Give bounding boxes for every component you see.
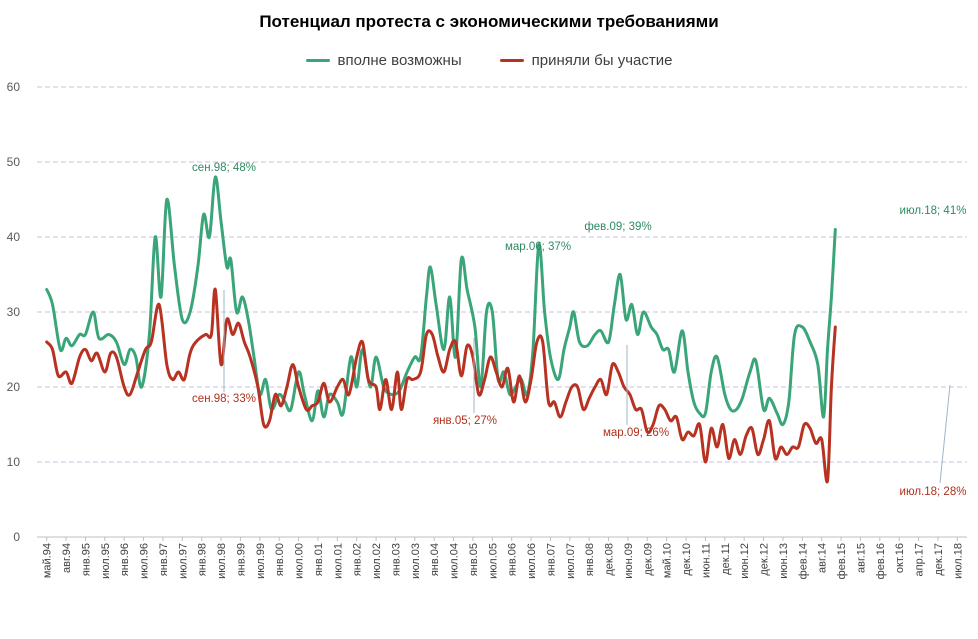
x-tick-label: янв.03 bbox=[390, 543, 402, 576]
x-tick-label: янв.95 bbox=[80, 543, 92, 576]
x-tick-label: авг.14 bbox=[817, 543, 829, 573]
y-tick-label: 40 bbox=[7, 230, 21, 244]
data-label: июл.18; 28% bbox=[900, 486, 967, 498]
chart-title: Потенциал протеста с экономическими треб… bbox=[259, 12, 719, 31]
x-tick-label: янв.02 bbox=[352, 543, 364, 576]
x-tick-label: май.10 bbox=[662, 543, 674, 578]
legend-label-participate: приняли бы участие bbox=[531, 52, 673, 69]
legend-label-possible: вполне возможны bbox=[337, 52, 462, 69]
annotation-leader-line bbox=[939, 384, 951, 484]
x-tick-label: июл.99 bbox=[255, 543, 267, 579]
y-tick-label: 60 bbox=[7, 80, 21, 94]
x-tick-label: июл.04 bbox=[449, 543, 461, 579]
x-tick-label: янв.96 bbox=[119, 543, 131, 576]
x-tick-label: янв.07 bbox=[545, 543, 557, 576]
y-tick-label: 30 bbox=[7, 305, 21, 319]
legend-item-participate: приняли бы участие bbox=[499, 52, 673, 69]
y-tick-label: 50 bbox=[7, 155, 21, 169]
y-tick-label: 10 bbox=[7, 455, 21, 469]
x-tick-label: дек.08 bbox=[604, 543, 616, 576]
x-tick-label: фев.15 bbox=[836, 543, 848, 579]
x-tick-label: янв.97 bbox=[158, 543, 170, 576]
x-tick-label: авг.15 bbox=[855, 543, 867, 573]
series-line-possible bbox=[45, 175, 837, 427]
x-tick-label: июл.02 bbox=[371, 543, 383, 579]
x-tick-label: июл.95 bbox=[100, 543, 112, 579]
x-tick-label: май.94 bbox=[42, 543, 54, 578]
x-tick-label: фев.16 bbox=[875, 543, 887, 579]
x-tick-label: янв.00 bbox=[274, 543, 286, 576]
data-label: сен.98; 33% bbox=[192, 393, 256, 405]
x-tick-label: дек.17 bbox=[933, 543, 945, 576]
x-tick-label: янв.01 bbox=[313, 543, 325, 576]
x-tick-label: янв.99 bbox=[235, 543, 247, 576]
x-tick-label: янв.05 bbox=[468, 543, 480, 576]
chart-legend: вполне возможны приняли бы участие bbox=[0, 52, 978, 69]
x-tick-label: июн.09 bbox=[623, 543, 635, 579]
x-tick-label: июл.03 bbox=[410, 543, 422, 579]
x-tick-label: фев.14 bbox=[797, 543, 809, 579]
x-tick-label: авг.94 bbox=[61, 543, 73, 573]
x-tick-label: янв.06 bbox=[507, 543, 519, 576]
x-tick-label: дек.10 bbox=[681, 543, 693, 576]
x-tick-label: июл.01 bbox=[332, 543, 344, 579]
x-tick-label: июл.97 bbox=[177, 543, 189, 579]
x-tick-label: июн.13 bbox=[778, 543, 790, 579]
x-tick-label: дек.12 bbox=[759, 543, 771, 576]
x-tick-label: окт.16 bbox=[894, 543, 906, 573]
y-tick-label: 20 bbox=[7, 380, 21, 394]
legend-swatch-red bbox=[499, 59, 524, 62]
y-tick-label: 0 bbox=[13, 530, 20, 544]
x-tick-label: июн.12 bbox=[739, 543, 751, 579]
x-tick-label: дек.09 bbox=[642, 543, 654, 576]
x-tick-label: янв.08 bbox=[584, 543, 596, 576]
data-label: сен.98; 48% bbox=[192, 162, 256, 174]
x-tick-label: июл.05 bbox=[487, 543, 499, 579]
x-tick-label: июн.11 bbox=[700, 543, 712, 578]
x-tick-label: июл.00 bbox=[294, 543, 306, 579]
data-label: мар.06; 37% bbox=[505, 241, 571, 253]
legend-item-possible: вполне возможны bbox=[305, 52, 462, 69]
x-tick-label: июл.18 bbox=[952, 543, 964, 579]
x-tick-label: июл.06 bbox=[526, 543, 538, 579]
x-tick-label: июл.98 bbox=[216, 543, 228, 579]
x-tick-label: апр.17 bbox=[914, 543, 926, 576]
data-label: мар.09; 26% bbox=[603, 427, 669, 439]
data-label: фев.09; 39% bbox=[584, 221, 651, 233]
x-tick-label: июл.07 bbox=[565, 543, 577, 579]
x-tick-label: янв.04 bbox=[429, 543, 441, 576]
series-line-participate bbox=[45, 287, 837, 484]
data-label: июл.18; 41% bbox=[900, 205, 967, 217]
legend-swatch-green bbox=[305, 59, 330, 62]
data-label: янв.05; 27% bbox=[433, 415, 497, 427]
x-tick-label: июл.96 bbox=[139, 543, 151, 579]
x-tick-label: дек.11 bbox=[720, 543, 732, 575]
x-tick-label: янв.98 bbox=[197, 543, 209, 576]
